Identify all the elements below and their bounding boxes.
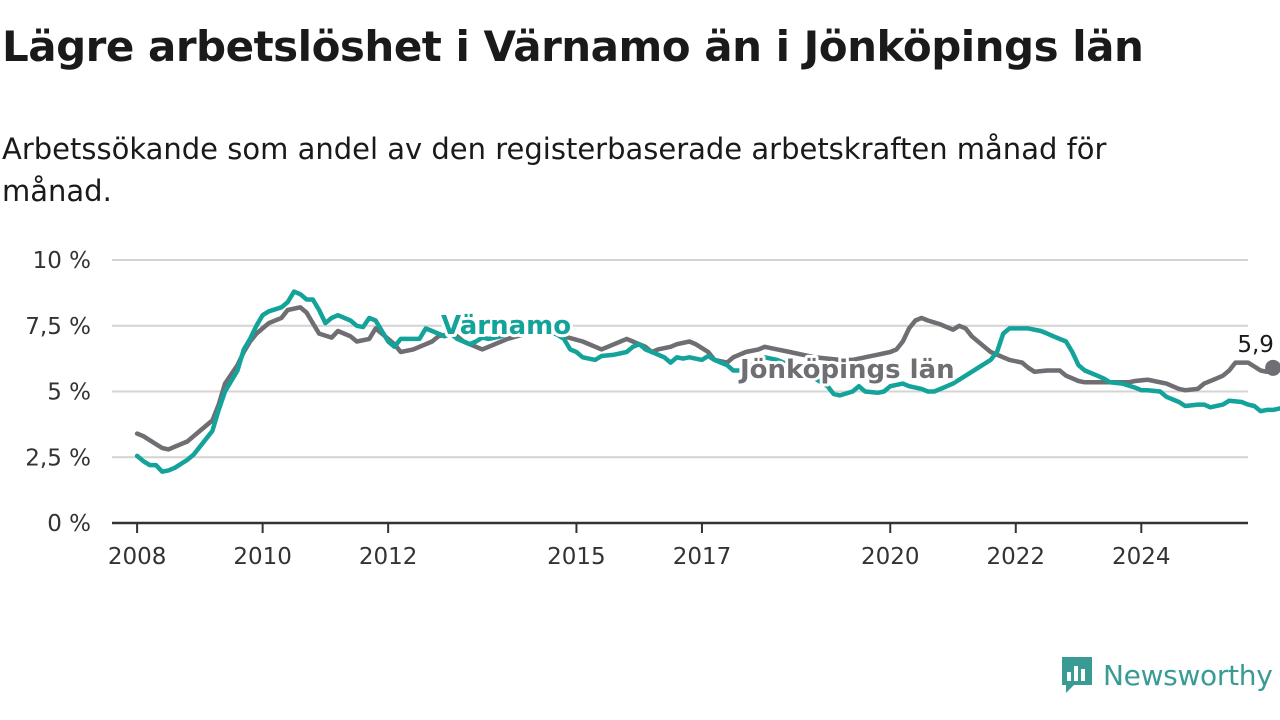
x-tick-label: 2024 xyxy=(1112,544,1171,570)
chart-subtitle: Arbetssökande som andel av den registerb… xyxy=(2,132,1107,208)
series-label-jonkopings-lan: Jönköpings län xyxy=(738,355,955,385)
x-tick-label: 2008 xyxy=(108,544,167,570)
chart-lines xyxy=(134,289,1280,474)
end-value-label-jonkopings-lan: 5,9 % xyxy=(1237,332,1280,358)
x-tick-label: 2015 xyxy=(547,544,606,570)
y-tick-label: 2,5 % xyxy=(25,445,91,471)
newsworthy-brand: Newsworthy xyxy=(1060,655,1273,695)
y-tick-label: 5 % xyxy=(47,380,91,406)
x-tick-label: 2010 xyxy=(233,544,292,570)
x-tick-label: 2017 xyxy=(673,544,732,570)
brand-name: Newsworthy xyxy=(1103,658,1273,692)
x-axis-ticks: 2008 2010 2012 2015 2017 2020 2022 2024 xyxy=(108,523,1171,570)
x-tick-label: 2012 xyxy=(359,544,418,570)
page-title: Lägre arbetslöshet i Värnamo än i Jönköp… xyxy=(2,22,1144,71)
series-line-värnamo xyxy=(134,289,1280,474)
x-tick-label: 2022 xyxy=(987,544,1046,570)
y-tick-label: 7,5 % xyxy=(25,314,91,340)
x-tick-label: 2020 xyxy=(861,544,920,570)
y-axis-ticks: 0 % 2,5 % 5 % 7,5 % 10 % xyxy=(25,248,91,537)
series-label-varnamo: Värnamo xyxy=(441,311,571,341)
y-tick-label: 0 % xyxy=(47,511,91,537)
series-end-marker xyxy=(1265,359,1280,376)
y-tick-label: 10 % xyxy=(33,248,91,274)
chart-grid xyxy=(112,259,1248,525)
newsworthy-logo-icon xyxy=(1062,657,1092,693)
